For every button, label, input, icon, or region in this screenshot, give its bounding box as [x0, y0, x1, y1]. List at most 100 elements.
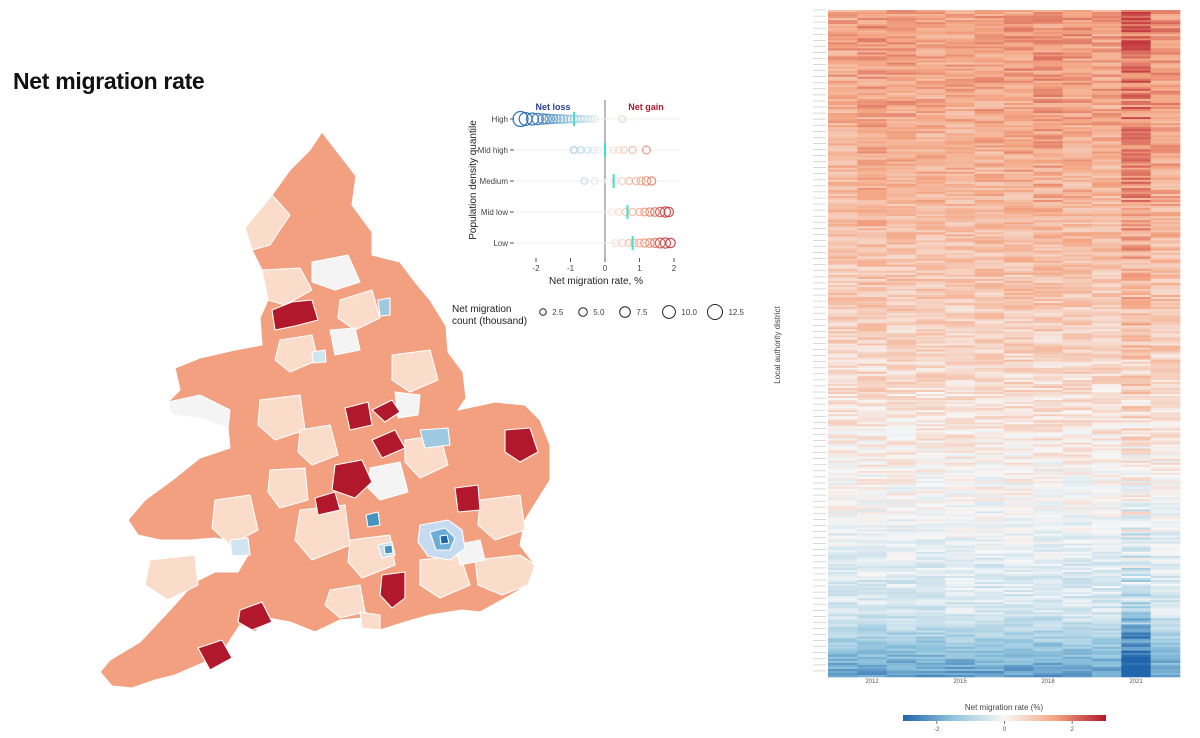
heatmap-cell — [1150, 266, 1181, 270]
heatmap-cell — [1004, 76, 1034, 80]
heatmap-cell — [1150, 442, 1181, 445]
heatmap-cell — [1150, 507, 1181, 510]
heatmap-cell — [974, 622, 1005, 625]
heatmap-cell — [974, 563, 1005, 567]
heatmap-cell — [1121, 414, 1151, 417]
heatmap-cell — [857, 183, 887, 187]
heatmap-cell — [1150, 32, 1181, 35]
heatmap-cell — [1033, 68, 1063, 71]
heatmap-cell — [1121, 408, 1151, 411]
heatmap-cell — [886, 80, 917, 84]
heatmap-cell — [1062, 337, 1093, 340]
heatmap-cell — [1004, 145, 1034, 148]
heatmap-cell — [1004, 426, 1034, 429]
heatmap-cell — [1062, 606, 1093, 609]
heatmap-cell — [945, 159, 975, 162]
heatmap-cell — [857, 375, 887, 379]
heatmap-cell — [945, 511, 975, 514]
heatmap-cell — [1062, 402, 1093, 405]
heatmap-cell — [974, 535, 1005, 538]
heatmap-cell — [1150, 535, 1181, 538]
heatmap-cell — [1092, 571, 1122, 575]
heatmap-cell — [1121, 54, 1151, 57]
heatmap-cell — [828, 284, 858, 288]
heatmap-cell — [1150, 351, 1181, 354]
heatmap-cell — [857, 351, 887, 354]
heatmap-cell — [828, 369, 858, 373]
heatmap-cell — [1062, 442, 1093, 445]
heatmap-cell — [1121, 30, 1151, 33]
heatmap-cell — [1121, 569, 1151, 573]
heatmap-cell — [974, 64, 1005, 67]
heatmap-cell — [974, 638, 1005, 641]
heatmap-cell — [1150, 365, 1181, 369]
heatmap-cell — [828, 592, 858, 595]
heatmap-cell — [828, 72, 858, 75]
heatmap-cell — [1150, 323, 1181, 326]
heatmap-cell — [1062, 503, 1093, 506]
heatmap-cell — [1004, 452, 1034, 455]
heatmap-cell — [945, 600, 975, 603]
heatmap-cell — [857, 280, 887, 284]
heatmap-cell — [1062, 62, 1093, 65]
heatmap-cell — [1062, 60, 1093, 63]
heatmap-cell — [974, 16, 1005, 19]
heatmap-cell — [1150, 74, 1181, 77]
heatmap-cell — [857, 250, 887, 253]
heatmap-cell — [857, 109, 887, 112]
heatmap-cell — [1150, 537, 1181, 540]
heatmap-cell — [1062, 335, 1093, 338]
heatmap-cell — [1121, 256, 1151, 259]
heatmap-cell — [1121, 418, 1151, 421]
heatmap-cell — [828, 596, 858, 599]
heatmap-cell — [1121, 448, 1151, 451]
heatmap-cell — [974, 458, 1005, 462]
heatmap-cell — [1033, 195, 1063, 199]
heatmap-cell — [857, 339, 887, 342]
heatmap-cell — [828, 547, 858, 550]
heatmap-cell — [1121, 80, 1151, 84]
heatmap-cell — [857, 331, 887, 334]
heatmap-cell — [916, 543, 946, 546]
heatmap-cell — [1092, 313, 1122, 316]
heatmap-cell — [1004, 268, 1034, 272]
heatmap-cell — [1033, 670, 1063, 674]
heatmap-cell — [1004, 478, 1034, 482]
heatmap-cell — [828, 123, 858, 126]
heatmap-cell — [857, 240, 887, 243]
heatmap-cell — [1062, 159, 1093, 162]
heatmap-cell — [945, 531, 975, 534]
heatmap-cell — [945, 596, 975, 599]
heatmap-cell — [857, 173, 887, 177]
heatmap-cell — [1033, 100, 1063, 104]
heatmap-cell — [945, 18, 975, 21]
heatmap-cell — [974, 600, 1005, 603]
heatmap-cell — [916, 383, 946, 387]
heatmap-cell — [857, 333, 887, 336]
heatmap-cell — [886, 432, 917, 435]
heatmap-cell — [828, 468, 858, 472]
heatmap-cell — [916, 10, 946, 13]
heatmap-cell — [1004, 596, 1034, 599]
heatmap-cell — [1150, 109, 1181, 112]
scatter-point — [551, 114, 562, 124]
heatmap-cell — [1150, 278, 1181, 282]
heatmap-cell — [1004, 151, 1034, 154]
heatmap-cell — [1150, 586, 1181, 589]
heatmap-cell — [916, 44, 946, 47]
heatmap-cell — [945, 626, 975, 629]
heatmap-cell — [1092, 86, 1122, 90]
heatmap-cell — [1062, 521, 1093, 524]
heatmap-cell — [916, 606, 946, 609]
heatmap-cell — [886, 66, 917, 69]
heatmap-cell — [1150, 299, 1181, 302]
heatmap-cell — [828, 569, 858, 573]
heatmap-cell — [1004, 369, 1034, 373]
heatmap-cell — [974, 456, 1005, 460]
heatmap-cell — [945, 240, 975, 243]
heatmap-cell — [1150, 220, 1181, 223]
heatmap-cell — [916, 480, 946, 484]
heatmap-cell — [1062, 579, 1093, 583]
heatmap-cell — [1092, 408, 1122, 411]
heatmap-cell — [974, 325, 1005, 328]
